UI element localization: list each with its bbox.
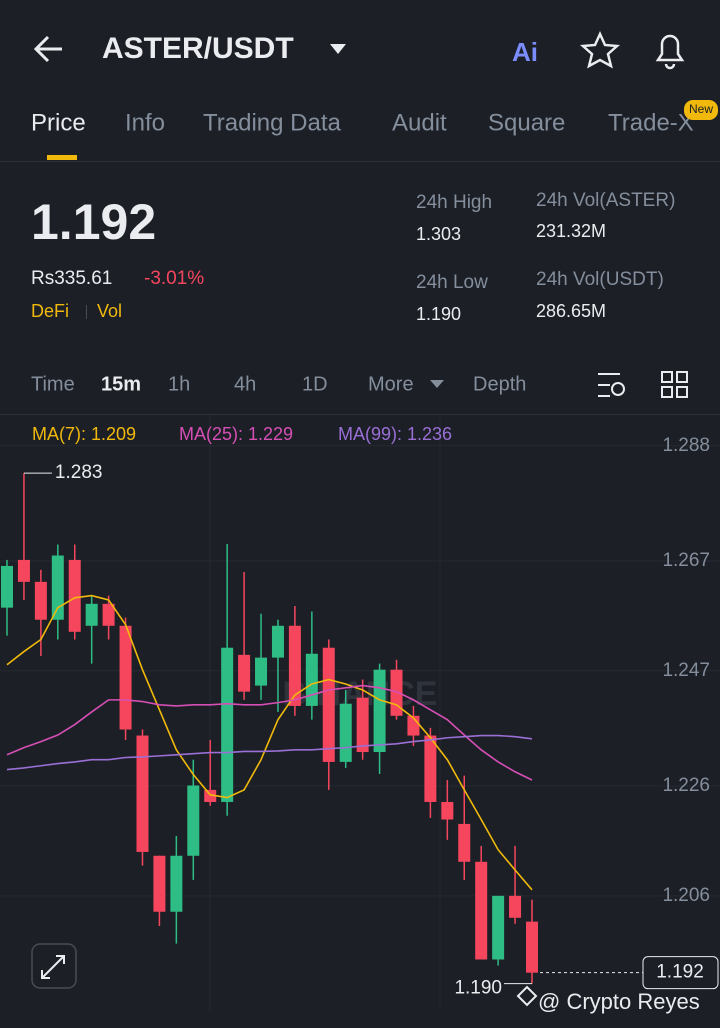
new-badge-text: New [689,102,713,116]
interval[interactable]: 15m [101,373,141,395]
candle-body [238,654,251,692]
candle-body [526,921,538,973]
stat-value: 231.32M [536,221,606,241]
stat-label: 24h Vol(ASTER) [536,190,675,211]
tabs: Price Info Trading Data Audit Square Tra… [31,100,718,160]
ma-line [6,734,533,771]
stat-label: 24h Vol(USDT) [536,269,664,290]
back-button[interactable] [33,35,62,63]
ma-line [6,684,533,781]
divider [0,414,720,415]
fullscreen-icon [41,955,65,979]
indicator-settings-icon [611,382,625,396]
candle-body [204,789,217,802]
candle-body [136,735,149,852]
candle-body [85,603,98,626]
layout-button[interactable] [661,371,688,398]
candle-body [255,657,268,686]
tab-indicator [47,155,77,160]
candle-body [492,895,505,960]
low-label: 1.190 [454,978,502,999]
stat-value: 1.190 [416,304,461,324]
interval[interactable]: 4h [234,373,256,395]
interval[interactable]: 1h [168,373,190,395]
candle-body [322,647,335,762]
ai-button[interactable]: Ai [512,37,538,67]
candle-body [51,555,64,620]
notification-button[interactable] [655,34,685,70]
tag[interactable]: DeFi [31,301,69,321]
candle-body [424,735,437,802]
ma-line [6,594,533,891]
y-tick-label: 1.247 [662,660,710,681]
intervals: Time 15m 1h 4h 1D More Depth [31,373,526,395]
pair-dropdown[interactable] [330,44,346,54]
candle-body [373,669,386,753]
tab[interactable]: Trading Data [203,109,342,136]
candle-body [441,801,454,820]
tab[interactable]: Trade-X [608,109,694,136]
candle-body [1,565,13,608]
interval[interactable]: Time [31,373,75,395]
watermark-logo [516,985,538,1007]
fullscreen-button[interactable] [31,943,77,989]
tag-separator [86,305,87,319]
stat-value: 1.303 [416,224,461,244]
interval[interactable]: Depth [473,373,526,395]
candle-body [305,653,318,706]
candle-body [271,625,284,658]
new-badge [684,100,718,120]
last-price-label: 1.192 [656,962,704,983]
stat-value: 286.65M [536,301,606,321]
indicator-settings[interactable] [598,373,620,397]
stat-label: 24h Low [416,272,488,293]
stat-label: 24h High [416,192,492,213]
legend-entry: MA(7): 1.209 [32,424,136,444]
more-dropdown [430,380,444,388]
candle-body [458,823,471,862]
candle-body [17,559,30,582]
candle-body [187,785,200,856]
y-tick-label: 1.288 [662,435,710,456]
candle-body [356,697,369,753]
candle-body [288,625,301,706]
high-label: 1.283 [55,462,103,483]
candle-body [153,855,166,912]
tag[interactable]: Vol [97,301,122,321]
candle-body [475,861,488,960]
candle-body [119,625,132,730]
tab[interactable]: Price [31,109,86,136]
last-price-box [642,956,719,990]
legend-entry: MA(99): 1.236 [338,424,452,444]
pair-title[interactable]: ASTER/USDT [102,32,294,65]
local-price: Rs335.61 [31,268,112,289]
tab[interactable]: Audit [392,109,447,136]
candle-body [221,647,234,802]
favorite-button[interactable] [579,30,621,69]
divider [0,161,720,162]
watermark: @ Crypto Reyes [538,989,700,1014]
candle-body [339,703,352,762]
candle-body [68,559,81,632]
candle-body [102,603,115,626]
last-price: 1.192 [31,194,156,250]
y-tick-label: 1.267 [662,550,710,571]
candle-body [34,581,47,620]
price-change: -3.01% [144,268,204,289]
interval[interactable]: More [368,373,414,395]
tab[interactable]: Square [488,109,565,136]
legend-entry: MA(25): 1.229 [179,424,293,444]
interval[interactable]: 1D [302,373,328,395]
candle-body [509,895,522,918]
y-tick-label: 1.206 [662,885,710,906]
y-tick-label: 1.226 [662,775,710,796]
candle-body [170,855,183,912]
tab[interactable]: Info [125,109,165,136]
